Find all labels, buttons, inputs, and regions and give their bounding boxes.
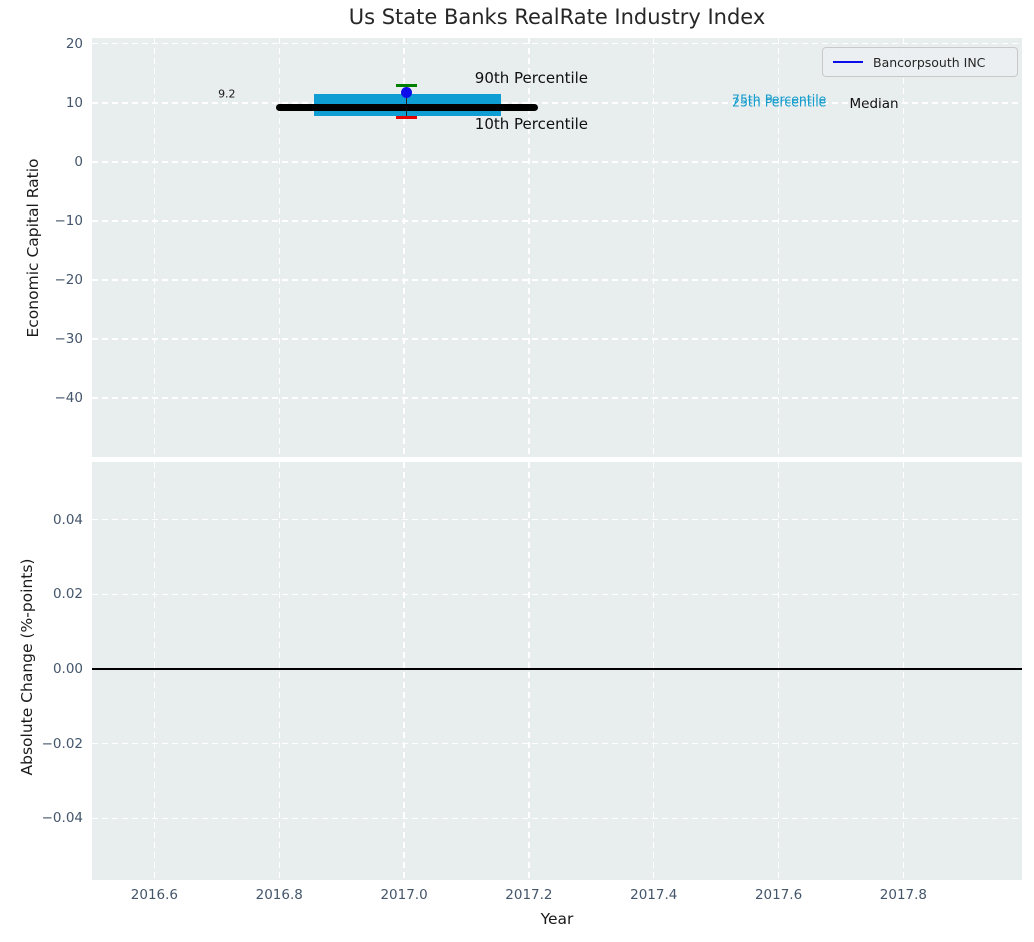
grid-line-vertical — [653, 38, 655, 457]
grid-line-horizontal — [92, 817, 1022, 819]
chart-title: Us State Banks RealRate Industry Index — [348, 5, 766, 29]
x-tick-label: 2017.2 — [505, 887, 553, 903]
x-tick-label: 2016.6 — [130, 887, 179, 903]
grid-line-horizontal — [92, 161, 1022, 163]
annotation-75th-percentile: 75th Percentile — [732, 91, 827, 107]
median-line — [276, 104, 539, 112]
top-y-axis-label: Economic Capital Ratio — [24, 158, 42, 338]
grid-line-vertical — [777, 462, 780, 880]
grid-line-vertical — [403, 462, 405, 880]
grid-line-vertical — [528, 462, 530, 880]
grid-line-horizontal — [92, 43, 1022, 45]
y-tick-label: −10 — [54, 212, 84, 229]
grid-line-horizontal — [92, 397, 1022, 399]
annotation-90th-percentile: 90th Percentile — [474, 69, 589, 88]
grid-line-vertical — [153, 38, 155, 457]
x-axis-label: Year — [540, 910, 574, 928]
grid-line-horizontal — [92, 743, 1022, 745]
grid-line-vertical — [153, 462, 155, 880]
grid-line-vertical — [902, 38, 904, 457]
x-tick-label: 2017.6 — [754, 887, 803, 903]
grid-line-horizontal — [92, 519, 1022, 521]
x-tick-label: 2017.0 — [380, 887, 428, 903]
bottom-y-axis-label: Absolute Change (%-points) — [18, 558, 36, 776]
annotation-9-2: 9.2 — [218, 87, 236, 101]
grid-line-vertical — [653, 462, 655, 880]
y-tick-label: 20 — [65, 35, 83, 52]
annotation-25th-percentile: 25th Percentile — [732, 94, 827, 110]
annotation-median: Median — [849, 96, 899, 113]
p90-cap — [396, 84, 418, 88]
zero-line — [92, 668, 1022, 671]
y-tick-label: 0.02 — [52, 586, 83, 603]
legend: Bancorpsouth INC — [822, 47, 1018, 77]
x-tick-label: 2017.4 — [630, 887, 678, 903]
annotation-10th-percentile: 10th Percentile — [474, 115, 589, 134]
y-tick-label: −40 — [54, 389, 84, 406]
top-axes-economic-capital-ratio — [92, 38, 1022, 457]
y-tick-label: 0.04 — [52, 511, 83, 528]
y-tick-label: −30 — [54, 330, 84, 347]
grid-line-horizontal — [92, 102, 1022, 104]
grid-line-vertical — [278, 462, 280, 880]
company-point — [401, 87, 413, 99]
bottom-axes-absolute-change — [92, 462, 1022, 880]
whisker — [405, 85, 408, 118]
grid-line-horizontal — [92, 220, 1022, 222]
grid-line-vertical — [403, 38, 405, 457]
grid-line-vertical — [777, 38, 780, 457]
x-tick-label: 2016.8 — [255, 887, 303, 903]
grid-line-horizontal — [92, 593, 1022, 596]
grid-line-vertical — [528, 38, 530, 457]
y-tick-label: 0 — [74, 153, 83, 170]
y-tick-label: 0.00 — [52, 661, 83, 678]
legend-label: Bancorpsouth INC — [873, 54, 986, 70]
grid-line-horizontal — [92, 279, 1022, 281]
x-tick-label: 2017.8 — [879, 887, 928, 903]
y-tick-label: 10 — [65, 94, 83, 111]
grid-line-vertical — [278, 38, 280, 457]
grid-line-vertical — [902, 462, 904, 880]
p10-cap — [396, 116, 418, 120]
y-tick-label: −20 — [54, 271, 84, 288]
legend-line-sample — [833, 60, 863, 64]
grid-line-horizontal — [92, 338, 1022, 340]
y-tick-label: −0.02 — [41, 735, 83, 752]
y-tick-label: −0.04 — [41, 810, 83, 827]
